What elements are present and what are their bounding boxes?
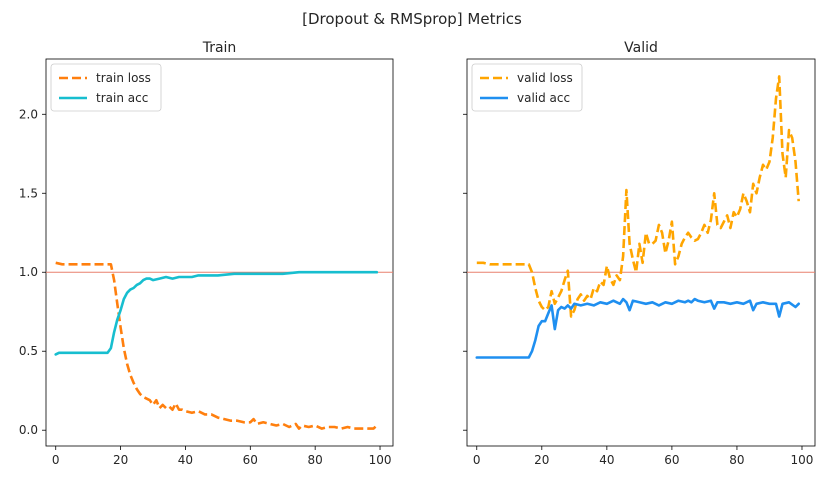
train-xtick-label: 100	[369, 453, 392, 467]
train-xtick-label: 40	[178, 453, 193, 467]
train-ytick-label: 2.0	[19, 107, 38, 121]
train-ytick-label: 0.5	[19, 344, 38, 358]
train-ytick-label: 1.5	[19, 186, 38, 200]
train-xtick-label: 60	[243, 453, 258, 467]
valid-legend-label: valid loss	[517, 71, 573, 85]
valid-series-valid-loss	[476, 75, 800, 318]
valid-xtick-label: 0	[473, 453, 481, 467]
train-chart-title: Train	[202, 40, 237, 56]
train-axes-frame	[45, 58, 394, 447]
train-xtick-label: 0	[52, 453, 60, 467]
valid-chart: Valid 0 20 40 60 80 100 valid loss valid acc	[463, 40, 816, 467]
valid-xtick-label: 100	[791, 453, 814, 467]
valid-xtick-label: 40	[599, 453, 614, 467]
valid-axes-frame	[466, 58, 816, 447]
train-legend-label: train loss	[96, 71, 151, 85]
valid-chart-title: Valid	[624, 40, 658, 56]
valid-xtick-label: 80	[729, 453, 744, 467]
valid-xtick-label: 60	[664, 453, 679, 467]
train-xtick-label: 20	[113, 453, 128, 467]
train-series-train-loss	[55, 261, 378, 430]
valid-xtick-label: 20	[534, 453, 549, 467]
train-ytick-label: 0.0	[19, 423, 38, 437]
figure-suptitle: [Dropout & RMSprop] Metrics	[302, 10, 522, 28]
valid-series-valid-acc	[475, 297, 801, 359]
train-ytick-label: 1.0	[19, 265, 38, 279]
train-xtick-label: 80	[308, 453, 323, 467]
train-series-train-acc	[54, 270, 379, 356]
valid-legend: valid loss valid acc	[471, 63, 583, 112]
train-legend: train loss train acc	[50, 63, 162, 112]
valid-legend-label: valid acc	[517, 91, 570, 105]
train-chart: Train 0 20 40 60 80 100 0.0 0.5 1.0 1.5 2.0 train lo…	[19, 40, 394, 467]
train-legend-label: train acc	[96, 91, 148, 105]
